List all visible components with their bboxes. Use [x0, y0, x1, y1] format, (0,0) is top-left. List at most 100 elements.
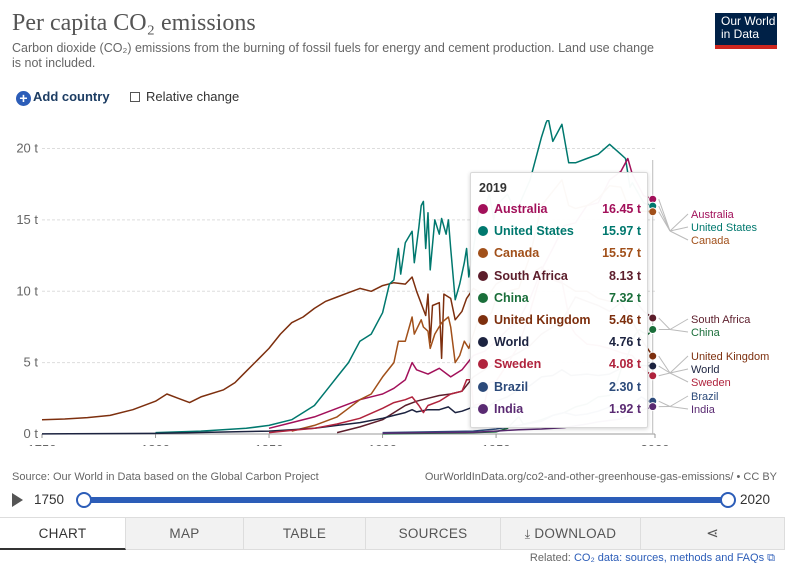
end-marker-india: [648, 402, 658, 412]
tooltip-row: China 7.32 t: [477, 290, 643, 308]
tooltip-row: United Kingdom 5.46 t: [477, 312, 643, 330]
tooltip-row: World 4.76 t: [477, 334, 643, 352]
tooltip-series-name: Sweden: [494, 357, 542, 372]
tooltip-series-name: China: [494, 290, 529, 305]
x-tick-label: 1750: [28, 442, 57, 446]
label-connector: [658, 355, 671, 374]
tooltip-series-name: South Africa: [494, 268, 568, 283]
timeline-track[interactable]: [84, 497, 728, 503]
chart-tooltip: 2019 Australia 16.45 t United States 15.97 …: [470, 172, 648, 428]
tooltip-series-value: 8.13 t: [609, 268, 641, 283]
tooltip-series-value: 15.97 t: [602, 224, 641, 239]
tab-label: TABLE: [282, 526, 327, 541]
play-icon[interactable]: [12, 493, 23, 507]
tooltip-color-dot: [478, 248, 488, 259]
y-tick-label: 10 t: [16, 283, 38, 298]
end-marker-south-africa: [648, 313, 658, 323]
tooltip-row: United States 15.97 t: [477, 223, 643, 241]
download-icon: ⤓: [524, 527, 531, 541]
chart-subtitle: Carbon dioxide (CO₂) emissions from the …: [12, 41, 655, 70]
tab-share[interactable]: ⋖: [641, 518, 785, 550]
tooltip-color-dot: [478, 403, 488, 414]
tooltip-series-name: United States: [494, 224, 574, 239]
end-marker-china: [648, 325, 658, 335]
tooltip-row: Canada 15.57 t: [477, 245, 643, 263]
x-tick-label: 1900: [368, 442, 397, 446]
tooltip-series-value: 2.30 t: [609, 379, 641, 394]
label-connector: [669, 230, 689, 241]
end-label-australia: Australia: [691, 209, 735, 221]
related-prefix: Related:: [529, 552, 571, 563]
add-country-button[interactable]: + Add country: [16, 89, 110, 106]
timeline-start-label: 1750: [34, 492, 65, 507]
tab-label: DOWNLOAD: [534, 526, 617, 541]
timeline-start-handle[interactable]: [76, 492, 92, 508]
related-link[interactable]: CO₂ data: sources, methods and FAQs ⧉: [574, 552, 775, 563]
end-label-united-kingdom: United Kingdom: [691, 351, 769, 363]
tab-chart[interactable]: CHART: [0, 518, 126, 550]
line-chart[interactable]: 0 t 5 t 10 t 15 t 20 t 1750 1800 1850 1900 1950 20…: [0, 120, 785, 446]
tooltip-color-dot: [478, 204, 488, 214]
tooltip-series-name: Brazil: [494, 379, 529, 394]
label-connector: [669, 395, 689, 407]
tooltip-row: Australia 16.45 t: [477, 201, 643, 219]
logo-line-2: in Data: [721, 27, 760, 41]
tab-table[interactable]: TABLE: [244, 518, 366, 550]
page-title: Per capita CO₂ emissions: [12, 10, 256, 36]
external-link-icon: ⧉: [767, 552, 775, 563]
x-tick-label: 1950: [482, 442, 511, 446]
source-note: Source: Our World in Data based on the G…: [12, 471, 319, 483]
label-connector: [669, 213, 689, 232]
relative-change-toggle[interactable]: Relative change: [130, 89, 239, 104]
timeline-end-label: 2020: [739, 492, 770, 507]
related-link-text: CO₂ data: sources, methods and FAQs: [573, 552, 765, 563]
tooltip-series-value: 1.92 t: [609, 401, 641, 416]
tooltip-year: 2019: [479, 181, 507, 195]
relative-change-checkbox[interactable]: [130, 92, 140, 102]
tab-map[interactable]: MAP: [126, 518, 244, 550]
tooltip-color-dot: [478, 226, 488, 237]
y-tick-label: 20 t: [16, 141, 38, 156]
tooltip-color-dot: [478, 381, 488, 392]
tab-label: SOURCES: [398, 526, 468, 541]
tooltip-color-dot: [478, 315, 488, 325]
end-label-united-states: United States: [691, 222, 758, 234]
tooltip-series-name: United Kingdom: [494, 313, 591, 327]
timeline-end-handle[interactable]: [720, 492, 736, 508]
y-tick-label: 5 t: [24, 355, 39, 370]
tab-sources[interactable]: SOURCES: [366, 518, 501, 550]
label-connector: [669, 329, 689, 333]
tooltip-series-value: 7.32 t: [609, 290, 641, 305]
label-connector: [658, 365, 671, 374]
tab-label: CHART: [38, 526, 87, 541]
tab-download[interactable]: ⤓ DOWNLOAD: [501, 518, 641, 550]
label-connector: [669, 355, 689, 374]
tooltip-color-dot: [478, 337, 488, 348]
tooltip-color-dot: [478, 292, 488, 303]
label-connector: [658, 372, 671, 377]
source-url[interactable]: OurWorldInData.org/co2-and-other-greenho…: [424, 471, 777, 483]
tooltip-row: Brazil 2.30 t: [477, 379, 643, 397]
end-label-world: World: [691, 364, 720, 376]
end-marker-canada: [648, 207, 658, 217]
series-line-united-states: [155, 120, 653, 434]
tooltip-row: Sweden 4.08 t: [477, 356, 643, 374]
end-marker-sweden: [648, 371, 658, 381]
x-tick-label: 1850: [255, 442, 284, 446]
end-marker-united-kingdom: [648, 351, 658, 361]
label-connector: [669, 372, 689, 383]
plus-circle-icon: +: [16, 91, 31, 106]
x-tick-label: 2020: [641, 442, 670, 446]
tooltip-color-dot: [478, 270, 488, 281]
tooltip-series-value: 5.46 t: [609, 313, 641, 327]
owid-logo[interactable]: Our World in Data: [715, 13, 777, 49]
end-marker-world: [648, 361, 658, 371]
label-connector: [669, 318, 689, 330]
tooltip-series-value: 4.08 t: [609, 357, 641, 372]
tooltip-series-name: World: [494, 335, 530, 350]
label-connector: [669, 368, 689, 374]
tab-bar: CHART MAP TABLE SOURCES ⤓ DOWNLOAD ⋖: [0, 517, 785, 550]
timeline: 1750 2020: [12, 490, 782, 512]
tooltip-series-value: 16.45 t: [602, 202, 641, 216]
tooltip-row: South Africa 8.13 t: [477, 268, 643, 286]
